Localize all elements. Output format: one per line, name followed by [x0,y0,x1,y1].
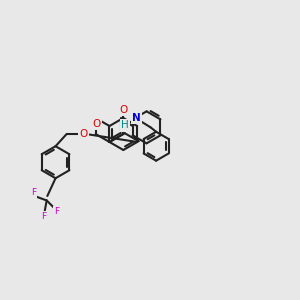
Text: O: O [79,129,88,139]
Text: H: H [121,120,129,130]
Text: O: O [93,118,101,129]
Text: O: O [119,105,128,115]
Text: F: F [54,207,59,216]
Text: F: F [41,212,46,221]
Text: F: F [31,188,36,197]
Text: N: N [132,113,141,123]
